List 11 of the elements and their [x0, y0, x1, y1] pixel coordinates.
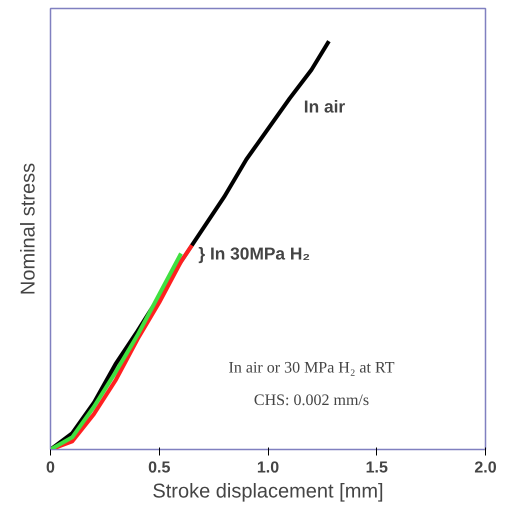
- x-axis-title: Stroke displacement [mm]: [152, 480, 384, 502]
- series-label: In air: [304, 96, 346, 116]
- x-tick-label: 2.0: [474, 460, 497, 476]
- x-tick-label: 1.5: [366, 460, 388, 476]
- annotation: In air or 30 MPa H₂ at RT: [228, 359, 395, 376]
- annotation: CHS: 0.002 mm/s: [254, 392, 370, 409]
- y-axis-title: Nominal stress: [18, 162, 40, 296]
- x-tick-label: 0: [46, 460, 56, 476]
- annotation: } In 30MPa H₂: [198, 244, 310, 264]
- x-tick-label: 1.0: [256, 460, 280, 476]
- x-tick-label: 0.5: [148, 460, 170, 476]
